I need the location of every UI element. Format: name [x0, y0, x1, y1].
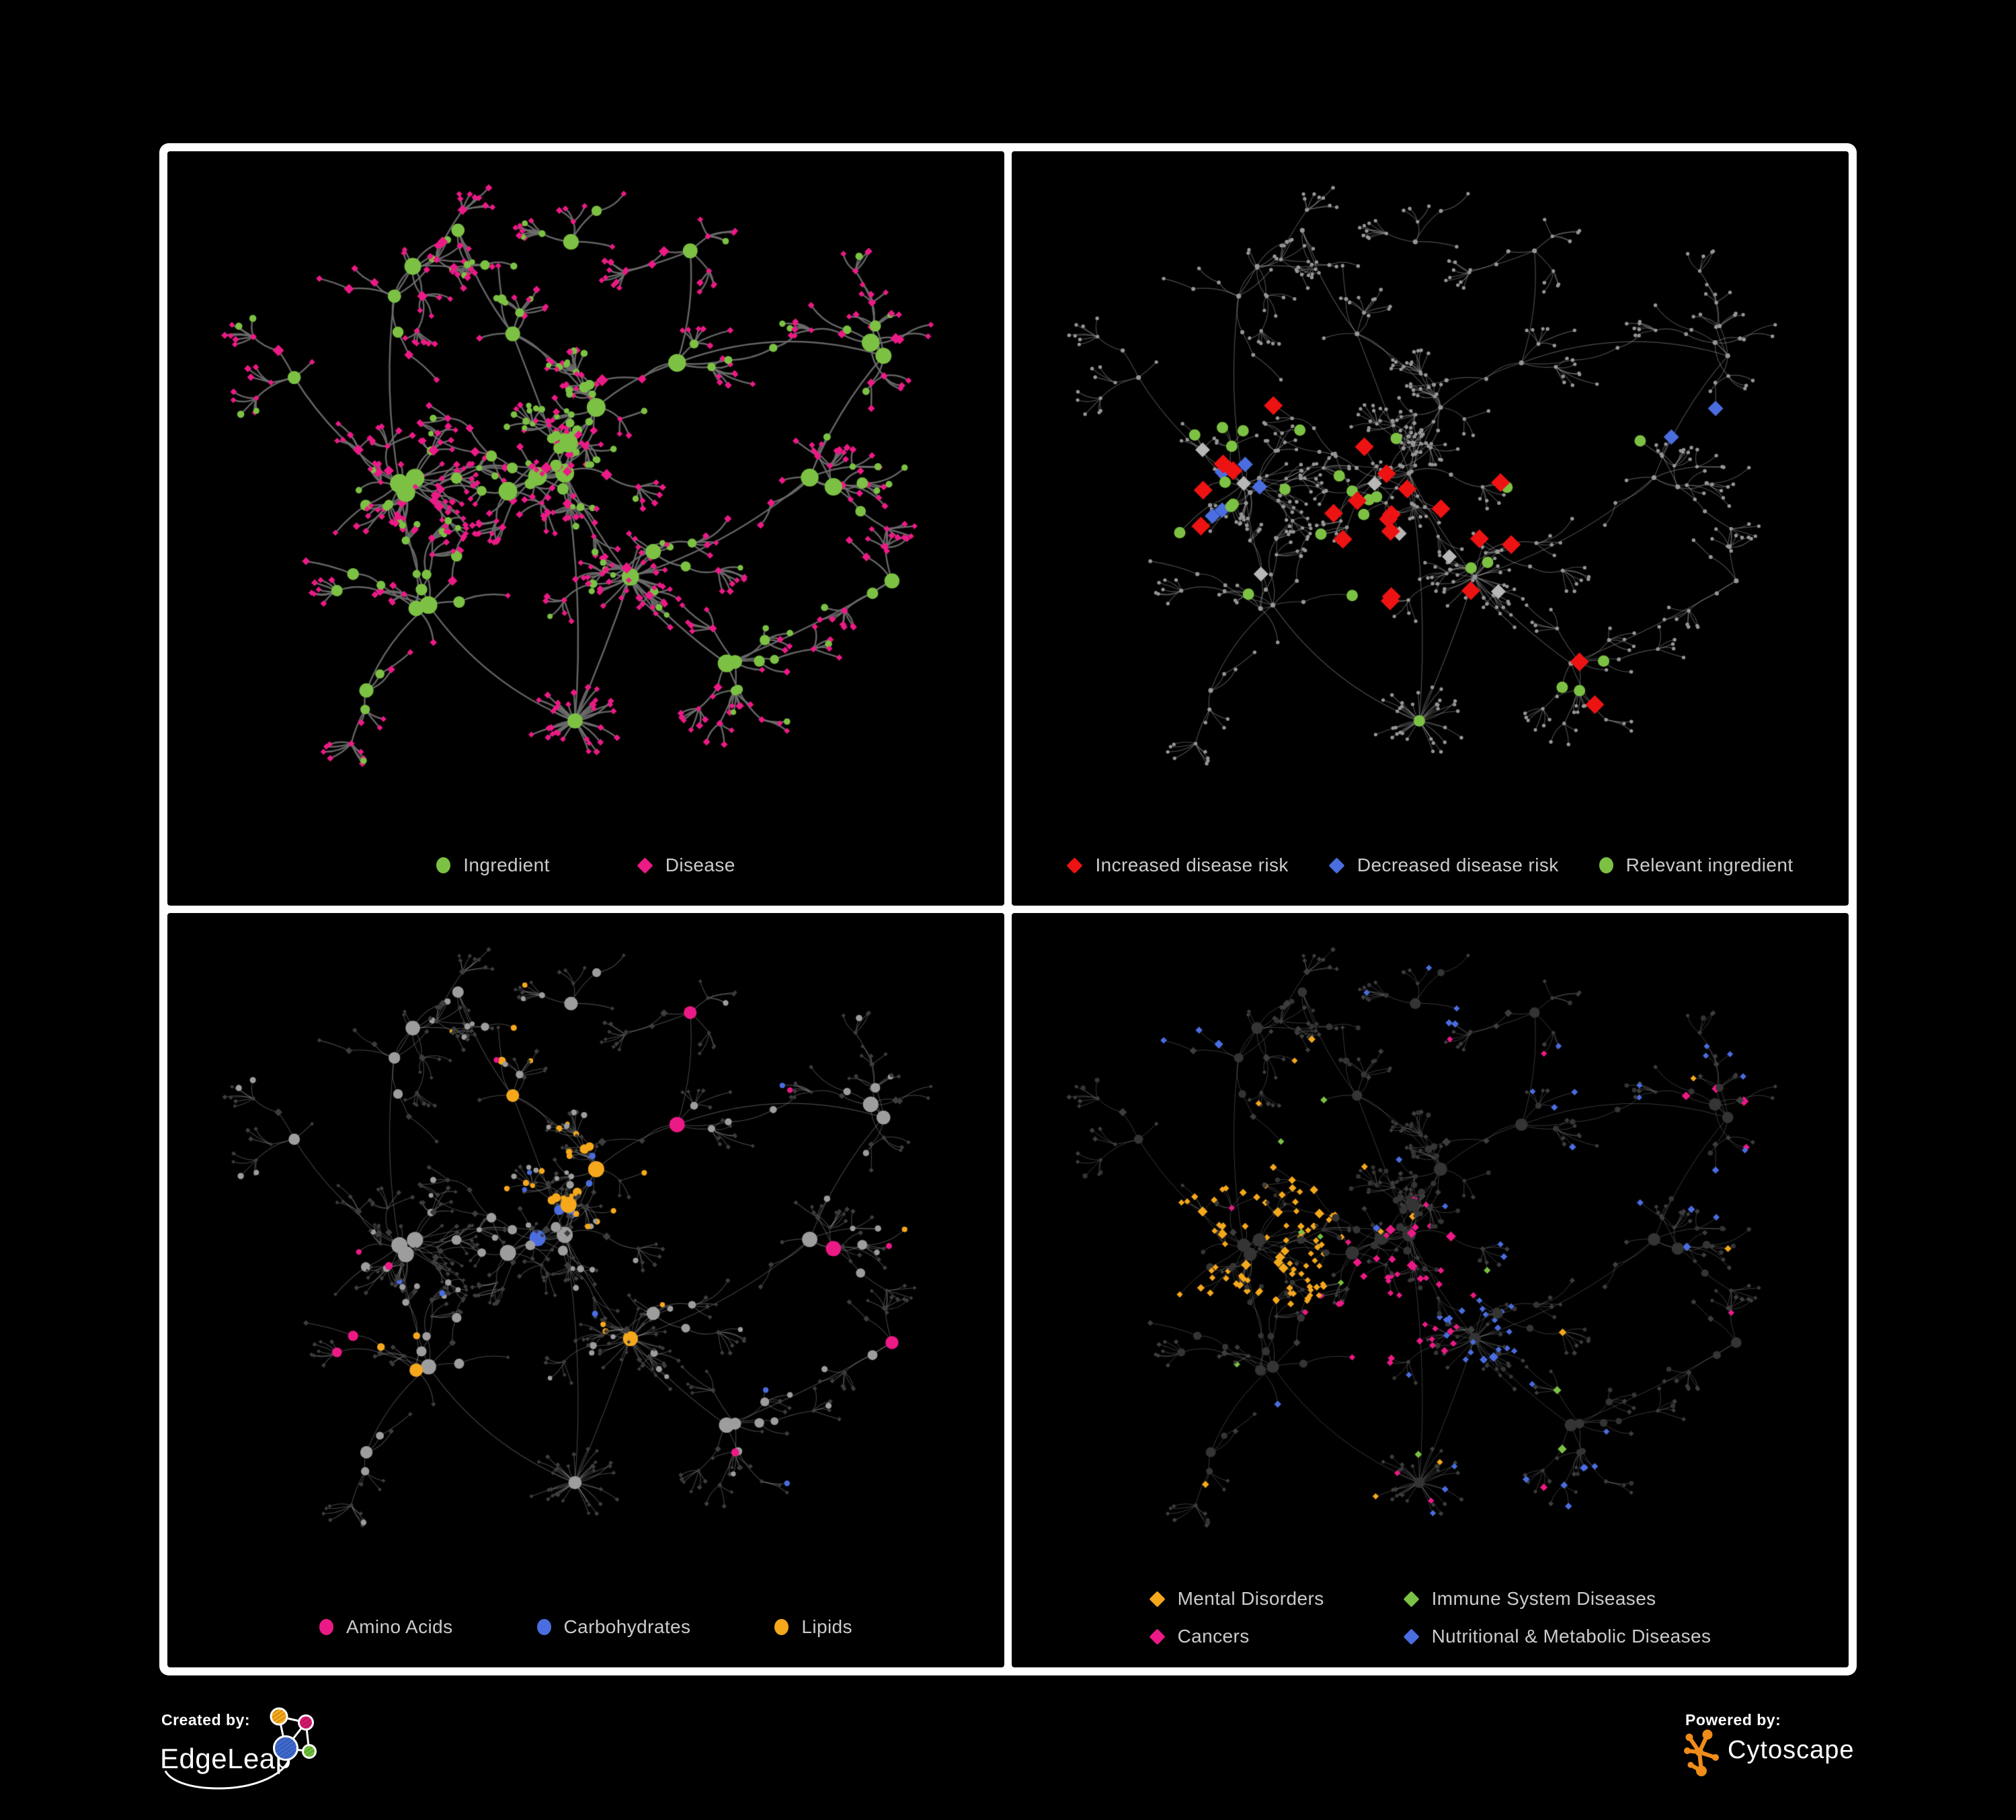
legend-diamond-swatch — [1149, 1628, 1166, 1645]
ingredient-disease-network — [167, 151, 1004, 906]
legend-label: Immune System Diseases — [1431, 1588, 1656, 1609]
legend-ingredient-disease: Ingredient Disease — [167, 855, 1004, 876]
legend-item: Immune System Diseases — [1403, 1588, 1711, 1610]
disease-risk-network — [1012, 151, 1849, 906]
legend-label: Relevant ingredient — [1625, 855, 1793, 875]
edgeleap-logo — [164, 1707, 317, 1790]
panel-disease-risk: Increased disease risk Decreased disease … — [1012, 151, 1849, 906]
edgeleap-wordmark: EdgeLeap — [160, 1743, 292, 1774]
legend-item: Relevant ingredient — [1599, 855, 1793, 876]
legend-diamond-swatch — [637, 857, 653, 874]
cytoscape-logo — [1684, 1729, 1719, 1776]
legend-diamond-swatch — [1328, 857, 1345, 874]
cytoscape-wordmark: Cytoscape — [1728, 1736, 1855, 1764]
legend-item: Amino Acids — [319, 1616, 452, 1638]
legend-item: Carbohydrates — [536, 1616, 691, 1638]
legend-label: Ingredient — [463, 855, 550, 875]
legend-label: Mental Disorders — [1177, 1588, 1324, 1609]
legend-circle-swatch — [1599, 857, 1613, 873]
created-by-label: Created by: — [161, 1711, 251, 1729]
macronutrients-network — [167, 913, 1004, 1667]
legend-label: Amino Acids — [346, 1616, 453, 1637]
legend-item: Disease — [637, 855, 735, 876]
legend-label: Nutritional & Metabolic Diseases — [1431, 1626, 1711, 1647]
legend-circle-swatch — [536, 1619, 551, 1635]
legend-diamond-swatch — [1066, 857, 1083, 874]
legend-item: Nutritional & Metabolic Diseases — [1403, 1626, 1711, 1647]
legend-circle-swatch — [319, 1619, 334, 1635]
powered-by-label: Powered by: — [1685, 1711, 1781, 1729]
legend-diamond-swatch — [1149, 1590, 1166, 1608]
legend-label: Increased disease risk — [1095, 855, 1289, 875]
legend-item: Ingredient — [436, 855, 550, 876]
panel-macronutrients: Amino Acids Carbohydrates Lipids — [167, 913, 1004, 1667]
legend-label: Decreased disease risk — [1357, 855, 1559, 875]
panel-disease-classes: Mental Disorders Immune System Diseases Ca… — [1012, 913, 1849, 1667]
legend-item: Increased disease risk — [1066, 855, 1289, 876]
legend-disease-risk: Increased disease risk Decreased disease … — [1012, 855, 1849, 876]
legend-macronutrients: Amino Acids Carbohydrates Lipids — [167, 1616, 1004, 1638]
legend-item: Decreased disease risk — [1328, 855, 1559, 876]
legend-circle-swatch — [774, 1619, 789, 1635]
legend-item: Cancers — [1149, 1626, 1404, 1647]
legend-item: Lipids — [774, 1616, 852, 1638]
legend-label: Disease — [665, 855, 735, 875]
legend-circle-swatch — [436, 857, 451, 873]
legend-diamond-swatch — [1403, 1590, 1420, 1608]
legend-label: Cancers — [1177, 1626, 1250, 1647]
legend-diamond-swatch — [1403, 1628, 1420, 1645]
legend-label: Carbohydrates — [563, 1616, 691, 1637]
legend-label: Lipids — [801, 1616, 852, 1637]
disease-classes-network — [1012, 913, 1849, 1667]
panel-grid: Ingredient Disease Increased disease risk… — [159, 143, 1857, 1675]
legend-item: Mental Disorders — [1149, 1588, 1404, 1610]
panel-ingredient-disease: Ingredient Disease — [167, 151, 1004, 906]
legend-disease-classes: Mental Disorders Immune System Diseases Ca… — [1149, 1588, 1711, 1647]
